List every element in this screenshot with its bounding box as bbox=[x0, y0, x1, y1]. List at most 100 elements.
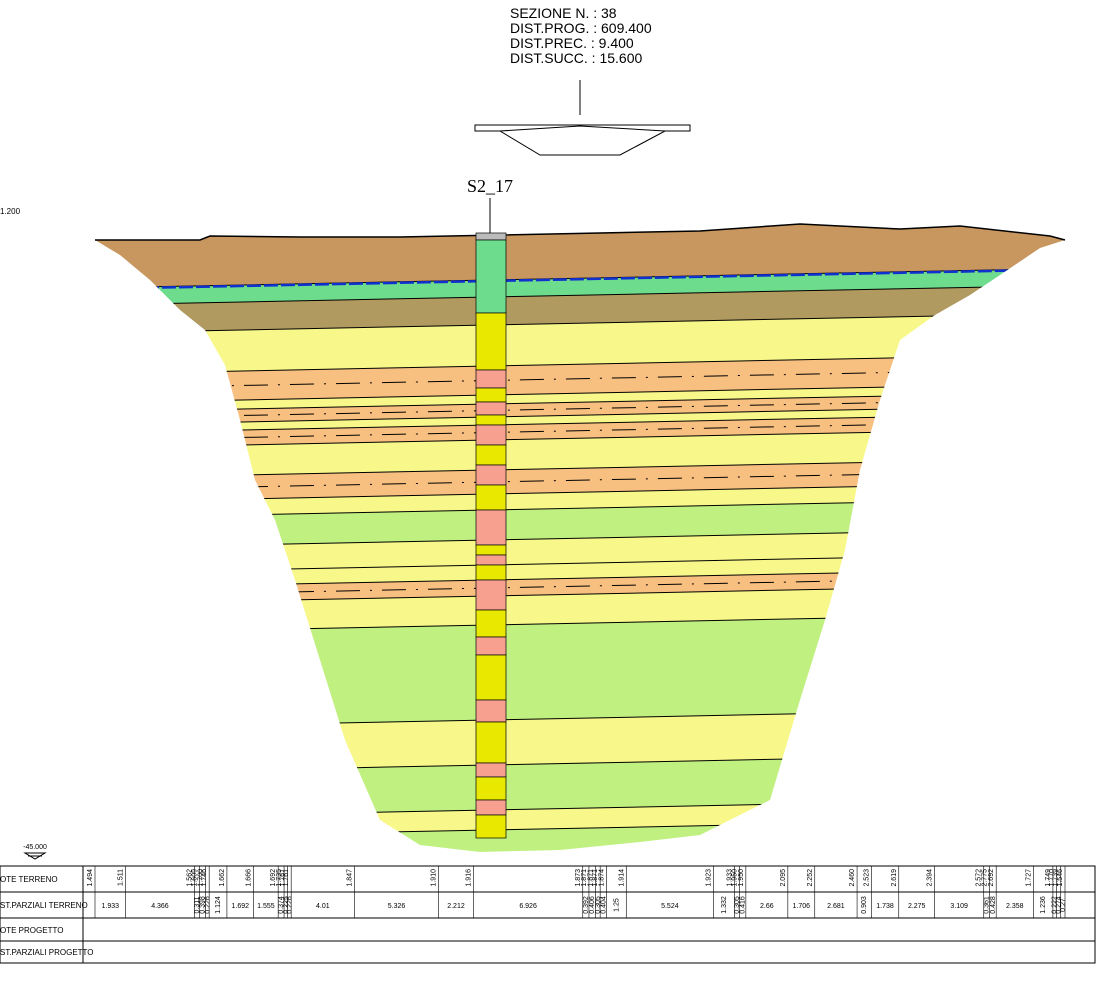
stratum bbox=[95, 428, 1065, 479]
borehole-segment bbox=[475, 564, 507, 581]
stratum-hatch bbox=[95, 469, 1065, 492]
stratum-hatch bbox=[95, 420, 1065, 442]
stratum-hatch bbox=[95, 575, 1065, 598]
quote-label: 1.950 bbox=[731, 869, 738, 887]
quote-label: 1.662 bbox=[219, 869, 226, 887]
quote-label: 1.950 bbox=[738, 869, 745, 887]
quote-label: 2.775 bbox=[981, 869, 988, 887]
stratum bbox=[95, 528, 1065, 574]
dist-label: 2.212 bbox=[447, 903, 465, 910]
quote-label: 1.770 bbox=[1048, 869, 1055, 887]
stratum bbox=[95, 613, 1065, 729]
header-line: SEZIONE N. : 38 bbox=[510, 5, 617, 21]
borehole-segment bbox=[475, 609, 507, 638]
strata bbox=[95, 224, 1065, 852]
quote-label: 1.700 bbox=[198, 869, 205, 887]
borehole-segment bbox=[475, 369, 507, 389]
dist-label: 0.222 bbox=[1052, 896, 1059, 914]
dist-label: 0.428 bbox=[990, 896, 997, 914]
borehole-segment bbox=[475, 509, 507, 546]
quote-label: 2.523 bbox=[863, 869, 870, 887]
quote-label: 1.609 bbox=[191, 869, 198, 887]
quote-label: 2.692 bbox=[988, 869, 995, 887]
dist-label: 0.406 bbox=[589, 896, 596, 914]
quote-label: 1.847 bbox=[346, 869, 353, 887]
quote-label: 1.874 bbox=[599, 869, 606, 887]
quote-label: 1.871 bbox=[581, 869, 588, 887]
water-table bbox=[95, 267, 1065, 291]
dist-label: 2.681 bbox=[827, 903, 845, 910]
quote-label: 1.923 bbox=[705, 869, 712, 887]
quote-label: 1.749 bbox=[1045, 869, 1052, 887]
borehole-label: S2_17 bbox=[467, 176, 513, 196]
borehole-segment bbox=[475, 232, 507, 241]
quote-label: 1.871 bbox=[592, 869, 599, 887]
borehole-segment bbox=[475, 762, 507, 778]
quote-label: 1.873 bbox=[575, 869, 582, 887]
dist-label: 2.358 bbox=[1006, 903, 1024, 910]
dist-label: 0.903 bbox=[861, 896, 868, 914]
quote-label: 2.619 bbox=[891, 869, 898, 887]
dist-label: 1.332 bbox=[721, 896, 728, 914]
stratum bbox=[95, 818, 1065, 852]
dist-label: 1.25 bbox=[613, 898, 620, 912]
quote-label: 1.494 bbox=[87, 869, 94, 887]
stratum bbox=[95, 383, 1065, 413]
dist-label: 0.311 bbox=[194, 896, 201, 913]
borehole-segment bbox=[475, 554, 507, 566]
dist-label: 0.305 bbox=[734, 896, 741, 914]
borehole-segment bbox=[475, 424, 507, 446]
quote-label: 1.933 bbox=[726, 869, 733, 887]
row-label: OTE PROGETTO bbox=[0, 926, 63, 935]
borehole-segment bbox=[475, 544, 507, 556]
quote-label: 1.511 bbox=[118, 869, 125, 886]
dist-label: 4.01 bbox=[316, 903, 330, 910]
stratum bbox=[95, 482, 1065, 519]
quote-label: 2.572 bbox=[976, 869, 983, 887]
dist-label: 0.305 bbox=[595, 896, 602, 914]
quote-label: 2.460 bbox=[849, 869, 856, 887]
quote-label: 1.761 bbox=[280, 869, 287, 887]
borehole-segment bbox=[475, 799, 507, 816]
dist-label: 0.274 bbox=[1056, 896, 1063, 914]
stratum bbox=[95, 313, 1065, 375]
borehole-segment bbox=[475, 239, 507, 314]
stratum-hatch bbox=[95, 368, 1065, 390]
quote-label: 1.916 bbox=[465, 869, 472, 887]
borehole-segment bbox=[475, 636, 507, 656]
borehole-segment bbox=[475, 699, 507, 723]
dist-label: 0.398 bbox=[199, 896, 206, 914]
profile-table: OTE TERRENO ST.PARZIALI TERRENO OTE PROG… bbox=[0, 865, 1096, 964]
dist-label: 4.366 bbox=[151, 903, 169, 910]
dist-label: 5.326 bbox=[388, 903, 406, 910]
quote-label: 2.095 bbox=[780, 869, 787, 887]
dist-label: 1.706 bbox=[793, 903, 811, 910]
dist-label: 0.361 bbox=[984, 896, 991, 914]
dist-label: 1.555 bbox=[257, 903, 275, 910]
borehole-segment bbox=[475, 814, 507, 839]
quote-label: 1.739 bbox=[1053, 869, 1060, 887]
table-border bbox=[0, 865, 1096, 964]
header-line: DIST.SUCC. : 15.600 bbox=[510, 50, 642, 66]
borehole bbox=[475, 232, 507, 839]
header-line: DIST.PROG. : 609.400 bbox=[510, 20, 652, 36]
borehole-segment bbox=[475, 484, 507, 511]
dist-label: 0.226 bbox=[204, 896, 211, 914]
borehole-segment bbox=[475, 414, 507, 426]
quote-label: 1.562 bbox=[186, 869, 193, 887]
dist-label: 0.225 bbox=[283, 896, 290, 914]
dist-label: 0.27 bbox=[1060, 898, 1067, 912]
quote-label: 1.746 bbox=[201, 869, 208, 887]
quote-label: 1.735 bbox=[276, 869, 283, 887]
stratum bbox=[95, 268, 1065, 306]
dist-label: 1.738 bbox=[876, 903, 894, 910]
road-sketch bbox=[474, 124, 691, 156]
dist-label: 0.374 bbox=[278, 896, 285, 914]
borehole-segment bbox=[475, 579, 507, 611]
quote-label: 1.692 bbox=[270, 869, 277, 887]
dist-label: 2.275 bbox=[908, 903, 926, 910]
dist-label: 0.226 bbox=[286, 896, 293, 914]
dist-label: 3.109 bbox=[950, 903, 968, 910]
quote-label: 2.252 bbox=[807, 869, 814, 887]
